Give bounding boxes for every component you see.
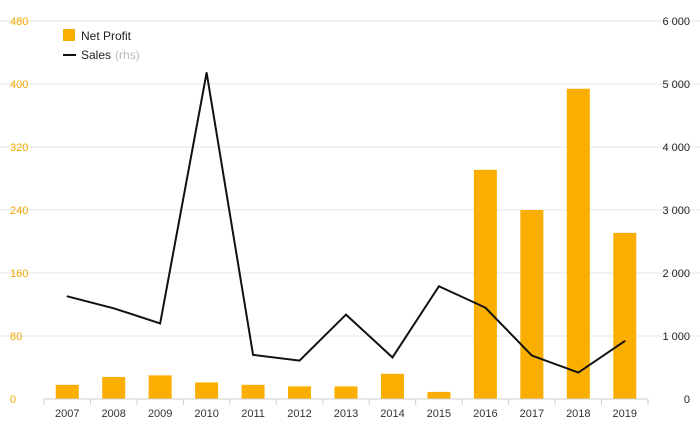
axes: 0 0 80 1 000 160 2 000 240 3 000 320 4 000 400 5 00… [10,16,690,420]
bar-net-profit [473,169,497,399]
point-sales [112,307,115,310]
bar-net-profit [566,88,590,399]
x-tick-label: 2011 [241,408,265,420]
bar-series [55,88,637,399]
line-series [66,71,626,374]
bar-net-profit [334,386,358,399]
point-sales [205,71,208,74]
bar-net-profit [195,382,219,399]
x-tick-label: 2019 [613,408,637,420]
y-left-tick-label: 320 [10,142,28,154]
bar-net-profit [380,373,404,399]
y-right-tick-label: 5 000 [662,79,690,91]
point-sales [159,322,161,325]
bar-net-profit [288,386,312,399]
point-sales [391,356,394,359]
legend-label-sales-name: Sales [81,48,111,62]
point-sales [438,285,440,288]
x-tick-label: 2010 [194,408,218,420]
y-right-tick-label: 2 000 [662,268,690,280]
y-right-tick-label: 3 000 [662,205,690,217]
point-sales [531,354,533,357]
y-right-tick-label: 1 000 [662,331,690,343]
legend-label-net-profit: Net Profit [81,29,132,43]
point-sales [345,313,347,316]
x-tick-label: 2008 [101,408,125,420]
point-sales [623,340,626,342]
x-tick-label: 2012 [287,408,311,420]
x-tick-label: 2013 [334,408,358,420]
x-tick-label: 2016 [473,408,497,420]
bar-net-profit [241,384,265,399]
legend-label-sales-suffix: (rhs) [115,48,140,62]
x-tick-label: 2017 [520,408,544,420]
legend-swatch-net-profit [63,29,75,41]
legend-label-sales: Sales (rhs) [81,48,140,62]
point-sales [577,371,580,374]
y-left-tick-label: 160 [10,268,28,280]
y-left-tick-label: 400 [10,79,28,91]
x-tick-label: 2014 [380,408,404,420]
y-left-tick-label: 0 [10,394,16,406]
point-sales [66,295,69,298]
point-sales [484,306,487,309]
bar-net-profit [427,391,451,399]
y-right-tick-label: 6 000 [662,16,690,28]
bar-net-profit [55,384,79,399]
y-left-tick-label: 240 [10,205,28,217]
bar-net-profit [148,375,172,399]
y-left-tick-label: 80 [10,331,22,343]
bar-net-profit [520,210,544,399]
bar-net-profit [102,376,126,399]
y-right-tick-label: 0 [684,394,690,406]
y-right-tick-label: 4 000 [662,142,690,154]
x-tick-label: 2007 [55,408,79,420]
gridlines [0,20,700,337]
point-sales [298,359,301,362]
x-tick-label: 2015 [427,408,451,420]
point-sales [252,354,254,356]
bar-net-profit [613,232,637,399]
x-tick-label: 2018 [566,408,590,420]
x-tick-label: 2009 [148,408,172,420]
y-left-tick-label: 480 [10,16,28,28]
legend: Net Profit Sales (rhs) [63,29,140,62]
